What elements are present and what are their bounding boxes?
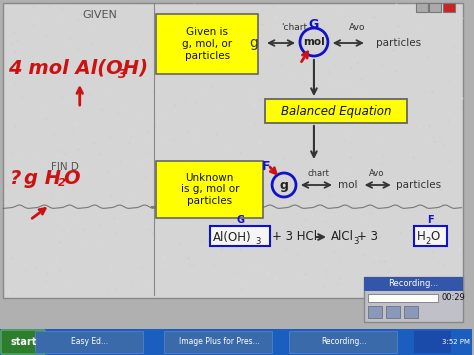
Text: + 3 HCl: + 3 HCl: [272, 230, 317, 244]
Text: AlCl: AlCl: [331, 230, 354, 244]
FancyBboxPatch shape: [289, 331, 397, 353]
Text: 3: 3: [353, 236, 358, 246]
Text: FIN D: FIN D: [51, 162, 79, 172]
Text: 3: 3: [118, 69, 127, 82]
Text: Balanced Equation: Balanced Equation: [281, 104, 391, 118]
Text: particles: particles: [376, 38, 421, 48]
Text: G: G: [236, 215, 244, 225]
Text: Easy Ed...: Easy Ed...: [71, 338, 108, 346]
Text: O: O: [430, 230, 440, 244]
Text: particles: particles: [396, 180, 441, 190]
FancyBboxPatch shape: [414, 226, 447, 246]
Text: H: H: [417, 230, 425, 244]
FancyBboxPatch shape: [386, 306, 400, 318]
Text: chart: chart: [308, 169, 330, 178]
Text: Recording...: Recording...: [321, 338, 366, 346]
FancyBboxPatch shape: [156, 14, 258, 74]
Text: F: F: [262, 160, 270, 174]
Text: g: g: [250, 36, 259, 50]
Text: O: O: [64, 169, 81, 187]
Text: 3:52 PM: 3:52 PM: [442, 339, 471, 345]
FancyBboxPatch shape: [0, 329, 473, 355]
FancyBboxPatch shape: [156, 161, 263, 218]
Text: mol: mol: [303, 37, 325, 47]
FancyBboxPatch shape: [364, 277, 464, 291]
FancyBboxPatch shape: [210, 226, 270, 246]
FancyBboxPatch shape: [3, 3, 464, 298]
Text: g H: g H: [24, 169, 61, 187]
Text: ?: ?: [10, 169, 21, 187]
FancyBboxPatch shape: [265, 99, 407, 123]
Text: g: g: [280, 179, 289, 191]
FancyBboxPatch shape: [1, 330, 45, 354]
Text: Recording...: Recording...: [389, 279, 439, 289]
Text: F: F: [427, 215, 434, 225]
FancyBboxPatch shape: [364, 277, 464, 322]
Text: Given is
g, mol, or
particles: Given is g, mol, or particles: [182, 27, 232, 61]
Text: Avo: Avo: [369, 169, 384, 178]
Text: 2: 2: [58, 178, 65, 188]
Text: mol: mol: [338, 180, 357, 190]
Text: + 3: + 3: [357, 230, 378, 244]
FancyBboxPatch shape: [416, 3, 428, 12]
FancyBboxPatch shape: [429, 3, 441, 12]
FancyBboxPatch shape: [368, 306, 382, 318]
FancyBboxPatch shape: [35, 331, 143, 353]
Text: start: start: [11, 337, 37, 347]
Text: 00:29: 00:29: [442, 294, 465, 302]
Text: 'chart: 'chart: [281, 23, 307, 33]
Text: GIVEN: GIVEN: [82, 10, 117, 20]
FancyBboxPatch shape: [164, 331, 272, 353]
FancyBboxPatch shape: [404, 306, 418, 318]
Text: G: G: [309, 18, 319, 32]
Text: Al(OH): Al(OH): [213, 230, 252, 244]
Text: Unknown
is g, mol or
particles: Unknown is g, mol or particles: [181, 173, 239, 206]
Text: Avo: Avo: [348, 23, 365, 33]
Text: 2: 2: [426, 236, 431, 246]
FancyBboxPatch shape: [368, 294, 438, 302]
FancyBboxPatch shape: [414, 331, 451, 353]
Text: Image Plus for Pres...: Image Plus for Pres...: [179, 338, 260, 346]
Text: 4 mol Al(OH): 4 mol Al(OH): [8, 59, 148, 77]
Text: 3: 3: [255, 236, 261, 246]
FancyBboxPatch shape: [443, 3, 455, 12]
